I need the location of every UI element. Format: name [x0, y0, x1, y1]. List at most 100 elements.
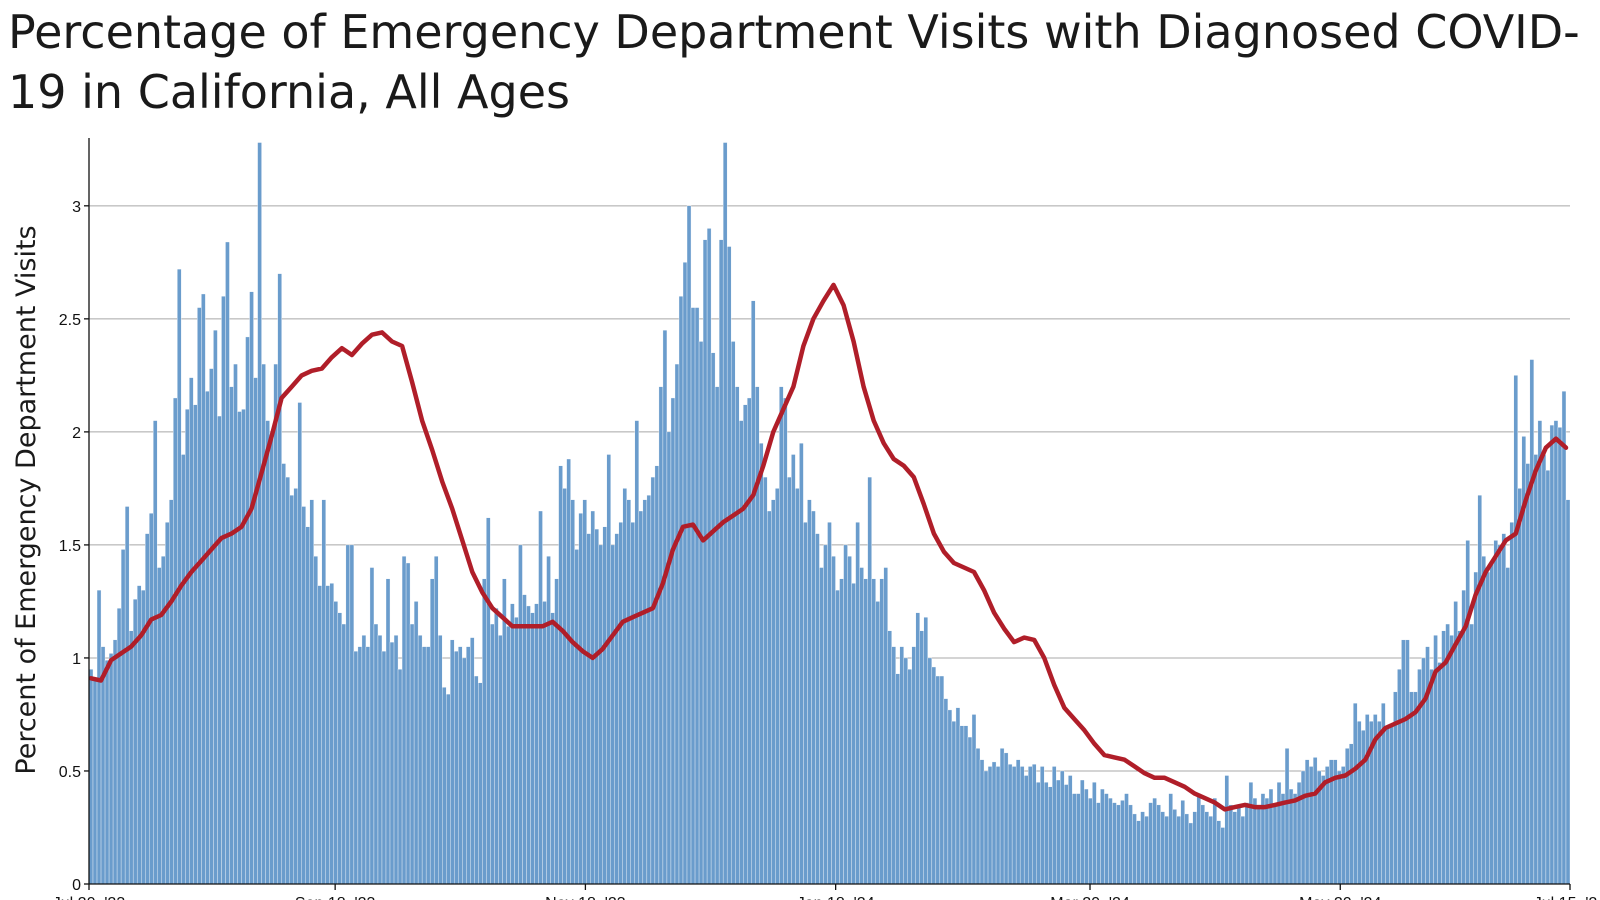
bar: [1076, 793, 1081, 885]
bar: [421, 646, 427, 885]
bar: [1565, 499, 1571, 885]
bar: [289, 495, 294, 885]
bar: [297, 402, 302, 885]
bar: [1345, 748, 1350, 885]
bar: [646, 495, 652, 885]
bar: [811, 510, 816, 885]
bar: [1292, 793, 1298, 885]
bar: [747, 397, 752, 885]
bar: [710, 352, 716, 885]
bar: [1517, 488, 1523, 885]
bar: [1040, 766, 1045, 885]
bar: [550, 612, 555, 885]
bar: [779, 386, 784, 885]
bar: [261, 363, 266, 885]
bar: [1244, 802, 1250, 885]
y-tick-labels: 0 0.5 1 1.5 2 2.5 3: [59, 199, 89, 894]
bar: [313, 556, 318, 885]
bar: [662, 329, 668, 885]
bar: [514, 617, 519, 885]
bar: [317, 585, 322, 885]
bar: [1553, 420, 1559, 885]
bar: [217, 415, 222, 885]
bar: [169, 499, 174, 885]
bar: [458, 646, 463, 885]
bar: [277, 273, 282, 885]
bar: [626, 499, 632, 885]
bar: [546, 556, 551, 885]
bar: [301, 506, 306, 885]
y-tick-label: 2.5: [59, 312, 81, 329]
bar: [807, 499, 812, 885]
bar: [987, 766, 993, 885]
bar: [1457, 630, 1462, 885]
bar: [598, 544, 603, 885]
bar: [650, 476, 656, 885]
bar: [975, 748, 981, 885]
bar: [1072, 793, 1077, 885]
bar: [542, 601, 547, 885]
bar: [935, 675, 941, 885]
bar: [763, 476, 768, 885]
bar: [1104, 793, 1109, 885]
bar: [1200, 804, 1205, 885]
bar: [722, 142, 728, 885]
bar: [1036, 782, 1041, 885]
bar: [1140, 811, 1145, 885]
bar: [1052, 766, 1057, 885]
daily-bars: [88, 142, 1571, 885]
bar: [1027, 766, 1033, 885]
bar: [185, 409, 190, 885]
bar: [1196, 793, 1201, 885]
bar: [1385, 725, 1390, 885]
bar: [919, 630, 924, 885]
bar: [1252, 797, 1258, 885]
bar: [1228, 804, 1234, 885]
bar: [438, 635, 443, 885]
bar: [381, 650, 387, 885]
bar: [1192, 811, 1197, 885]
bar: [1361, 730, 1366, 885]
x-tick-label: Mar 20, '24: [1050, 895, 1130, 900]
bar: [1397, 669, 1402, 885]
bar: [1064, 784, 1069, 885]
bar: [795, 488, 800, 885]
bar: [1525, 463, 1531, 885]
bar: [333, 601, 339, 885]
bar: [1019, 766, 1025, 885]
bar: [1112, 802, 1117, 885]
bar: [221, 296, 226, 885]
bar: [803, 522, 808, 885]
bar: [939, 675, 945, 885]
y-tick-label: 0: [72, 877, 81, 894]
bar: [1092, 782, 1097, 885]
bar: [1341, 766, 1346, 885]
bar: [490, 623, 495, 885]
bar: [305, 526, 310, 885]
y-tick-label: 2: [72, 425, 81, 442]
bar: [642, 499, 648, 885]
bar: [887, 630, 892, 885]
bar: [273, 363, 278, 885]
bar: [401, 556, 407, 885]
bar: [538, 510, 543, 885]
bar: [875, 601, 880, 885]
bar: [574, 549, 579, 885]
bar: [1469, 623, 1474, 885]
bar: [999, 748, 1005, 885]
bar: [1116, 804, 1121, 885]
x-tick-label: Jan 18, '24: [797, 895, 875, 900]
bar: [1212, 797, 1217, 885]
bar: [1557, 427, 1563, 885]
x-tick-label: Nov 18, '23: [545, 895, 626, 900]
bar: [1505, 567, 1510, 885]
bar: [855, 522, 860, 885]
bar: [931, 666, 937, 885]
bar: [209, 368, 214, 885]
bar: [1489, 562, 1494, 885]
moving-average-line-group: [88, 282, 1569, 812]
bar: [759, 443, 764, 885]
bar: [1300, 770, 1306, 885]
bar: [1176, 816, 1181, 885]
bar: [389, 641, 395, 885]
